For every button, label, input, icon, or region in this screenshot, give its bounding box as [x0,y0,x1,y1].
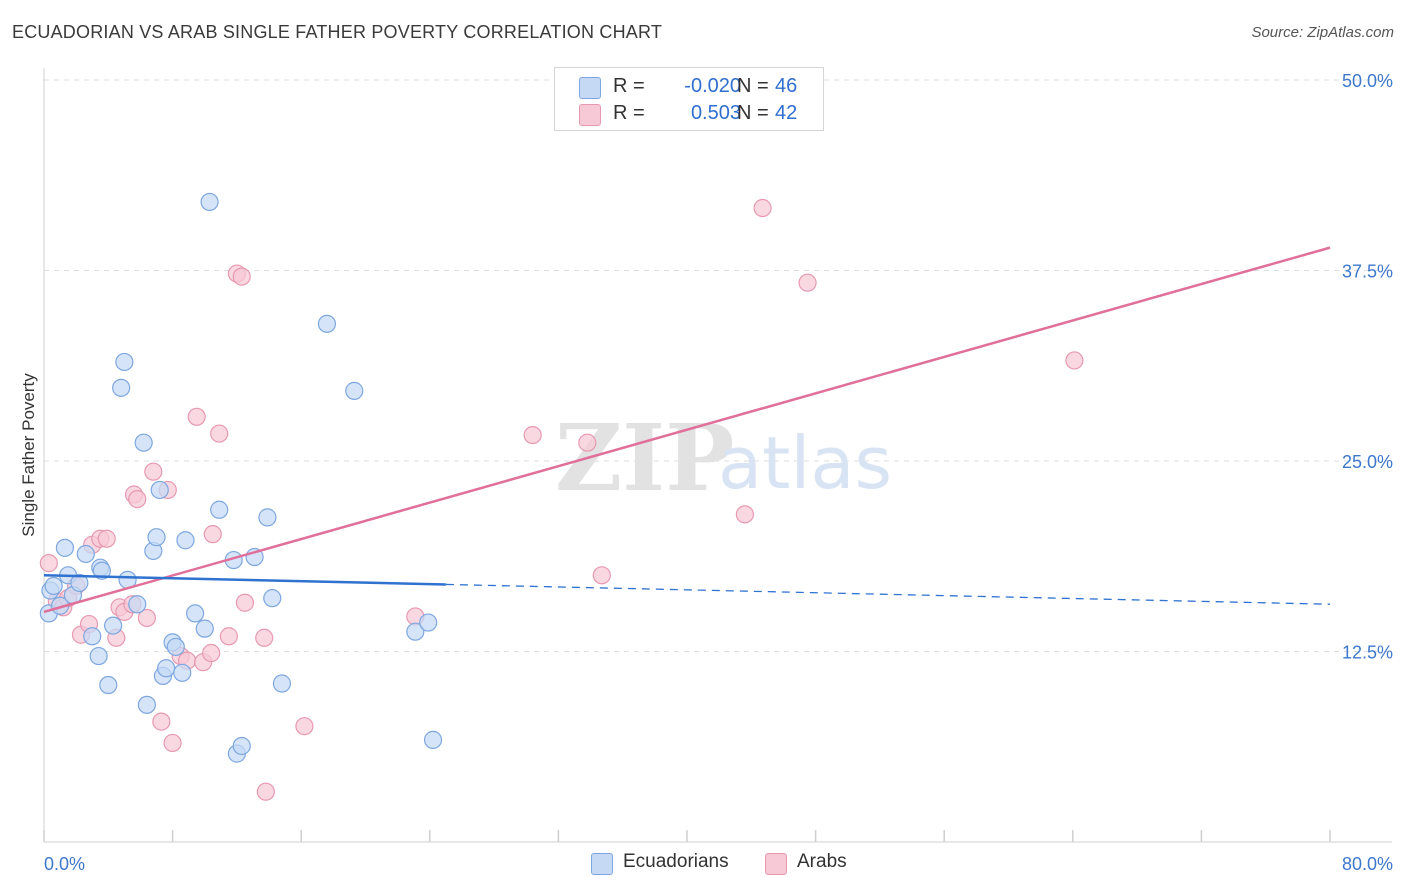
arab-point [187,407,206,426]
y-tick-label: 50.0% [1342,71,1393,91]
arab-point [255,628,274,647]
arab-point [203,525,222,544]
arab-point [753,198,772,218]
ecuadorian-point [128,595,147,614]
bottom-legend-label: Ecuadorians [623,851,729,872]
source-label: Source: ZipAtlas.com [1251,24,1394,41]
watermark-atlas: atlas [718,421,892,505]
legend-r-value: 0.503 [690,102,741,124]
ecuadorians-trend-line [43,574,446,586]
ecuadorian-point [317,314,337,333]
arab-point [144,462,163,481]
ecuadorian-point [147,528,166,547]
ecuadorian-point [263,589,282,608]
y-tick-label: 37.5% [1342,262,1393,282]
ecuadorian-point [232,736,251,756]
ecuadorian-point [104,616,123,635]
arab-point [202,643,221,663]
y-axis-title: Single Father Poverty [19,373,38,537]
ecuadorian-point [258,508,277,527]
ecuadorian-point [55,538,74,557]
watermark: ZIP atlas [555,404,892,512]
legend-swatch-blue [579,77,601,99]
legend-n-value: 46 [775,75,798,97]
legend-r-label: R = [613,102,645,124]
ecuadorian-point [166,637,185,657]
arab-point [735,505,754,524]
ecuadorian-point [200,192,219,212]
axis-labels: 12.5% 25.0% 37.5% 50.0% 0.0% 80.0% Single Fath… [19,71,1393,874]
ecuadorians-points [39,192,443,763]
arabs-trend-line [43,246,1331,614]
grid-lines [44,79,1392,652]
arab-point [137,608,156,628]
arab-point [97,529,116,548]
arab-point [163,733,182,753]
arab-point [152,712,171,731]
bottom-legend-swatch-blue [591,853,613,875]
ecuadorian-point [195,619,214,638]
watermark-zip: ZIP [555,404,734,512]
ecuadorian-point [89,646,108,666]
legend-r-value: -0.020 [684,75,741,97]
ecuadorian-point [70,573,89,593]
arab-point [235,593,255,612]
ecuadorian-point [83,627,102,646]
ecuadorian-point [423,730,443,749]
ecuadorian-point [157,659,176,678]
ecuadorian-point [137,695,156,714]
arab-point [256,782,275,801]
ecuadorian-point [345,381,364,400]
correlation-legend: R = -0.020 N = 46 R = 0.503 N = 42 [554,67,824,131]
ecuadorian-point [134,433,153,452]
arab-point [578,433,597,452]
x-tick-label-max: 80.0% [1342,854,1393,874]
arab-point [219,627,238,646]
axes [43,68,1392,843]
bottom-legend-label: Arabs [797,851,847,872]
legend-n-value: 42 [775,102,798,124]
y-tick-label: 25.0% [1342,452,1393,472]
arab-point [210,424,229,443]
x-tick-label-min: 0.0% [44,854,85,874]
arab-point [1065,351,1084,370]
arab-point [592,566,611,585]
ecuadorians-trend-extension [445,583,1331,605]
arab-point [523,425,542,445]
ecuadorian-point [176,531,195,550]
trend-lines [43,246,1331,614]
arab-point [128,490,147,509]
ecuadorian-point [76,544,95,564]
arab-point [232,267,251,286]
legend-r-label: R = [613,75,645,97]
arab-point [295,717,314,736]
y-tick-label: 12.5% [1342,643,1393,663]
ecuadorian-point [150,480,169,500]
ecuadorian-point [112,378,131,397]
arab-point [39,554,58,573]
chart-title: ECUADORIAN VS ARAB SINGLE FATHER POVERTY… [12,22,663,42]
ecuadorian-point [186,604,205,623]
bottom-legend-swatch-pink [765,853,787,875]
ecuadorian-point [419,613,438,632]
ecuadorian-point [272,674,292,693]
legend-swatch-pink [579,104,601,126]
ecuadorian-point [406,622,425,641]
ecuadorian-point [44,576,63,596]
ecuadorian-point [115,352,134,372]
arab-point [798,273,817,292]
ecuadorian-point [210,500,229,519]
legend-n-label: N = [737,102,769,124]
ecuadorian-point [173,663,192,682]
legend-n-label: N = [737,75,769,97]
ecuadorian-point [99,675,118,695]
ecuadorian-point [92,561,111,580]
